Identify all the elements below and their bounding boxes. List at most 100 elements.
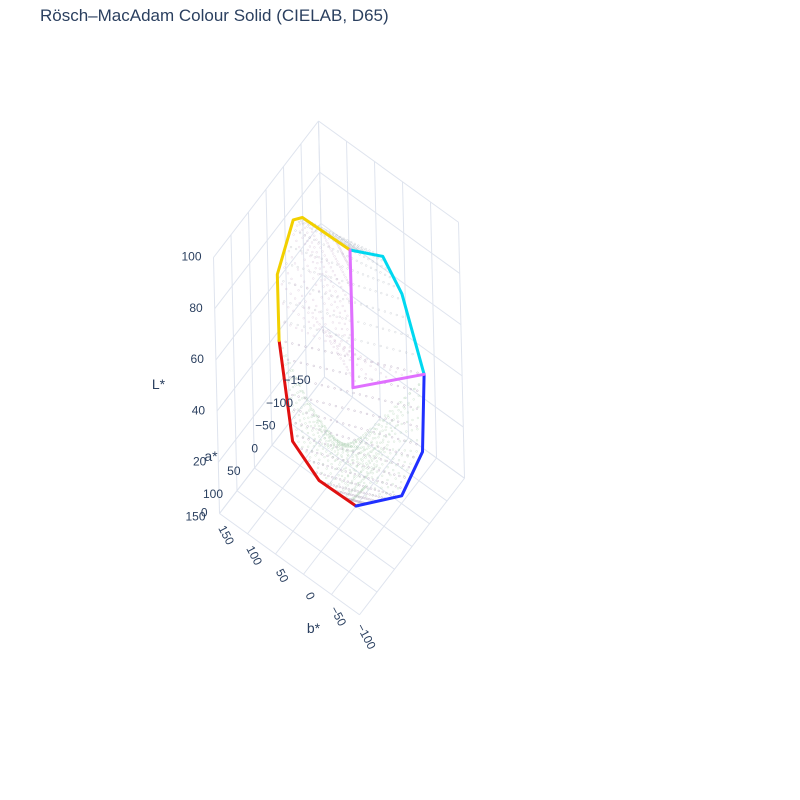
surface-point — [322, 330, 325, 333]
surface-point — [290, 378, 293, 381]
surface-point — [327, 297, 330, 300]
surface-point — [331, 456, 334, 459]
surface-point — [313, 424, 317, 427]
surface-point — [390, 401, 393, 404]
b-tick-label: −100 — [354, 621, 379, 652]
surface-point — [393, 473, 396, 476]
surface-point — [389, 474, 392, 477]
surface-point — [340, 447, 343, 450]
surface-point — [409, 441, 412, 444]
surface-point — [417, 394, 420, 397]
surface-point — [342, 422, 345, 425]
surface-point — [412, 455, 415, 458]
surface-point — [319, 366, 322, 369]
surface-point — [333, 309, 336, 312]
surface-point — [356, 247, 359, 250]
surface-point — [380, 425, 383, 428]
surface-point — [368, 461, 371, 465]
surface-point — [297, 343, 300, 347]
surface-point — [344, 293, 347, 296]
surface-point — [369, 288, 372, 291]
surface-point — [365, 442, 368, 445]
surface-point — [293, 408, 296, 411]
surface-point — [341, 279, 344, 283]
surface-point — [287, 306, 290, 309]
surface-point — [309, 226, 312, 229]
surface-point — [353, 499, 356, 502]
surface-point — [289, 302, 292, 305]
surface-point — [359, 501, 362, 504]
surface-point — [355, 500, 358, 503]
surface-point — [371, 448, 374, 451]
surface-point — [384, 417, 387, 420]
surface-point — [303, 417, 306, 420]
surface-point — [310, 415, 313, 418]
surface-point — [340, 239, 343, 242]
surface-point — [392, 469, 395, 472]
surface-point — [311, 429, 314, 432]
grid-line-side-a — [283, 166, 290, 423]
surface-point — [325, 291, 328, 294]
surface-point — [318, 272, 322, 276]
surface-point — [309, 292, 312, 295]
surface-point — [384, 434, 387, 437]
surface-point — [348, 463, 351, 466]
surface-point — [346, 340, 349, 343]
surface-point — [313, 234, 316, 237]
surface-point — [330, 342, 333, 345]
surface-point — [297, 440, 300, 443]
surface-point — [344, 470, 347, 473]
surface-point — [388, 449, 391, 452]
surface-point — [338, 342, 341, 345]
surface-point — [396, 487, 400, 490]
surface-point — [348, 299, 351, 302]
surface-point — [329, 340, 332, 343]
surface-point — [300, 285, 303, 288]
surface-point — [394, 477, 397, 480]
surface-point — [303, 226, 307, 229]
surface-point — [344, 462, 347, 465]
surface-point — [327, 446, 330, 449]
surface-point — [351, 450, 354, 453]
surface-point — [317, 462, 320, 465]
grid-line-floor-b — [331, 457, 437, 595]
surface-point — [283, 300, 286, 303]
surface-point — [341, 443, 344, 446]
surface-point — [325, 467, 328, 470]
surface-point — [362, 446, 365, 449]
surface-point — [386, 447, 389, 451]
surface-point — [364, 495, 368, 498]
surface-point — [324, 432, 327, 435]
surface-point — [370, 498, 373, 501]
surface-point — [388, 276, 391, 279]
surface-point — [362, 477, 365, 480]
surface-point — [334, 257, 337, 260]
surface-point — [309, 425, 313, 428]
surface-point — [346, 314, 349, 317]
surface-point — [316, 321, 319, 324]
surface-point — [350, 445, 353, 448]
surface-point — [349, 442, 352, 445]
surface-point — [403, 449, 406, 452]
surface-point — [385, 435, 388, 438]
surface-point — [384, 414, 387, 417]
surface-point — [390, 483, 393, 487]
surface-point — [290, 397, 293, 400]
surface-point — [415, 425, 418, 428]
surface-point — [409, 405, 412, 409]
surface-point — [300, 252, 304, 255]
surface-point — [363, 481, 366, 485]
grid-line-side-a — [265, 189, 273, 446]
surface-point — [307, 416, 310, 419]
surface-point — [391, 436, 394, 439]
surface-point — [335, 445, 338, 449]
surface-point — [366, 429, 369, 432]
surface-point — [352, 391, 355, 395]
surface-point — [339, 388, 342, 391]
surface-point — [297, 220, 301, 223]
surface-point — [307, 307, 310, 310]
surface-point — [357, 452, 360, 455]
l-tick-label: 100 — [181, 250, 201, 264]
surface-point — [330, 276, 333, 279]
